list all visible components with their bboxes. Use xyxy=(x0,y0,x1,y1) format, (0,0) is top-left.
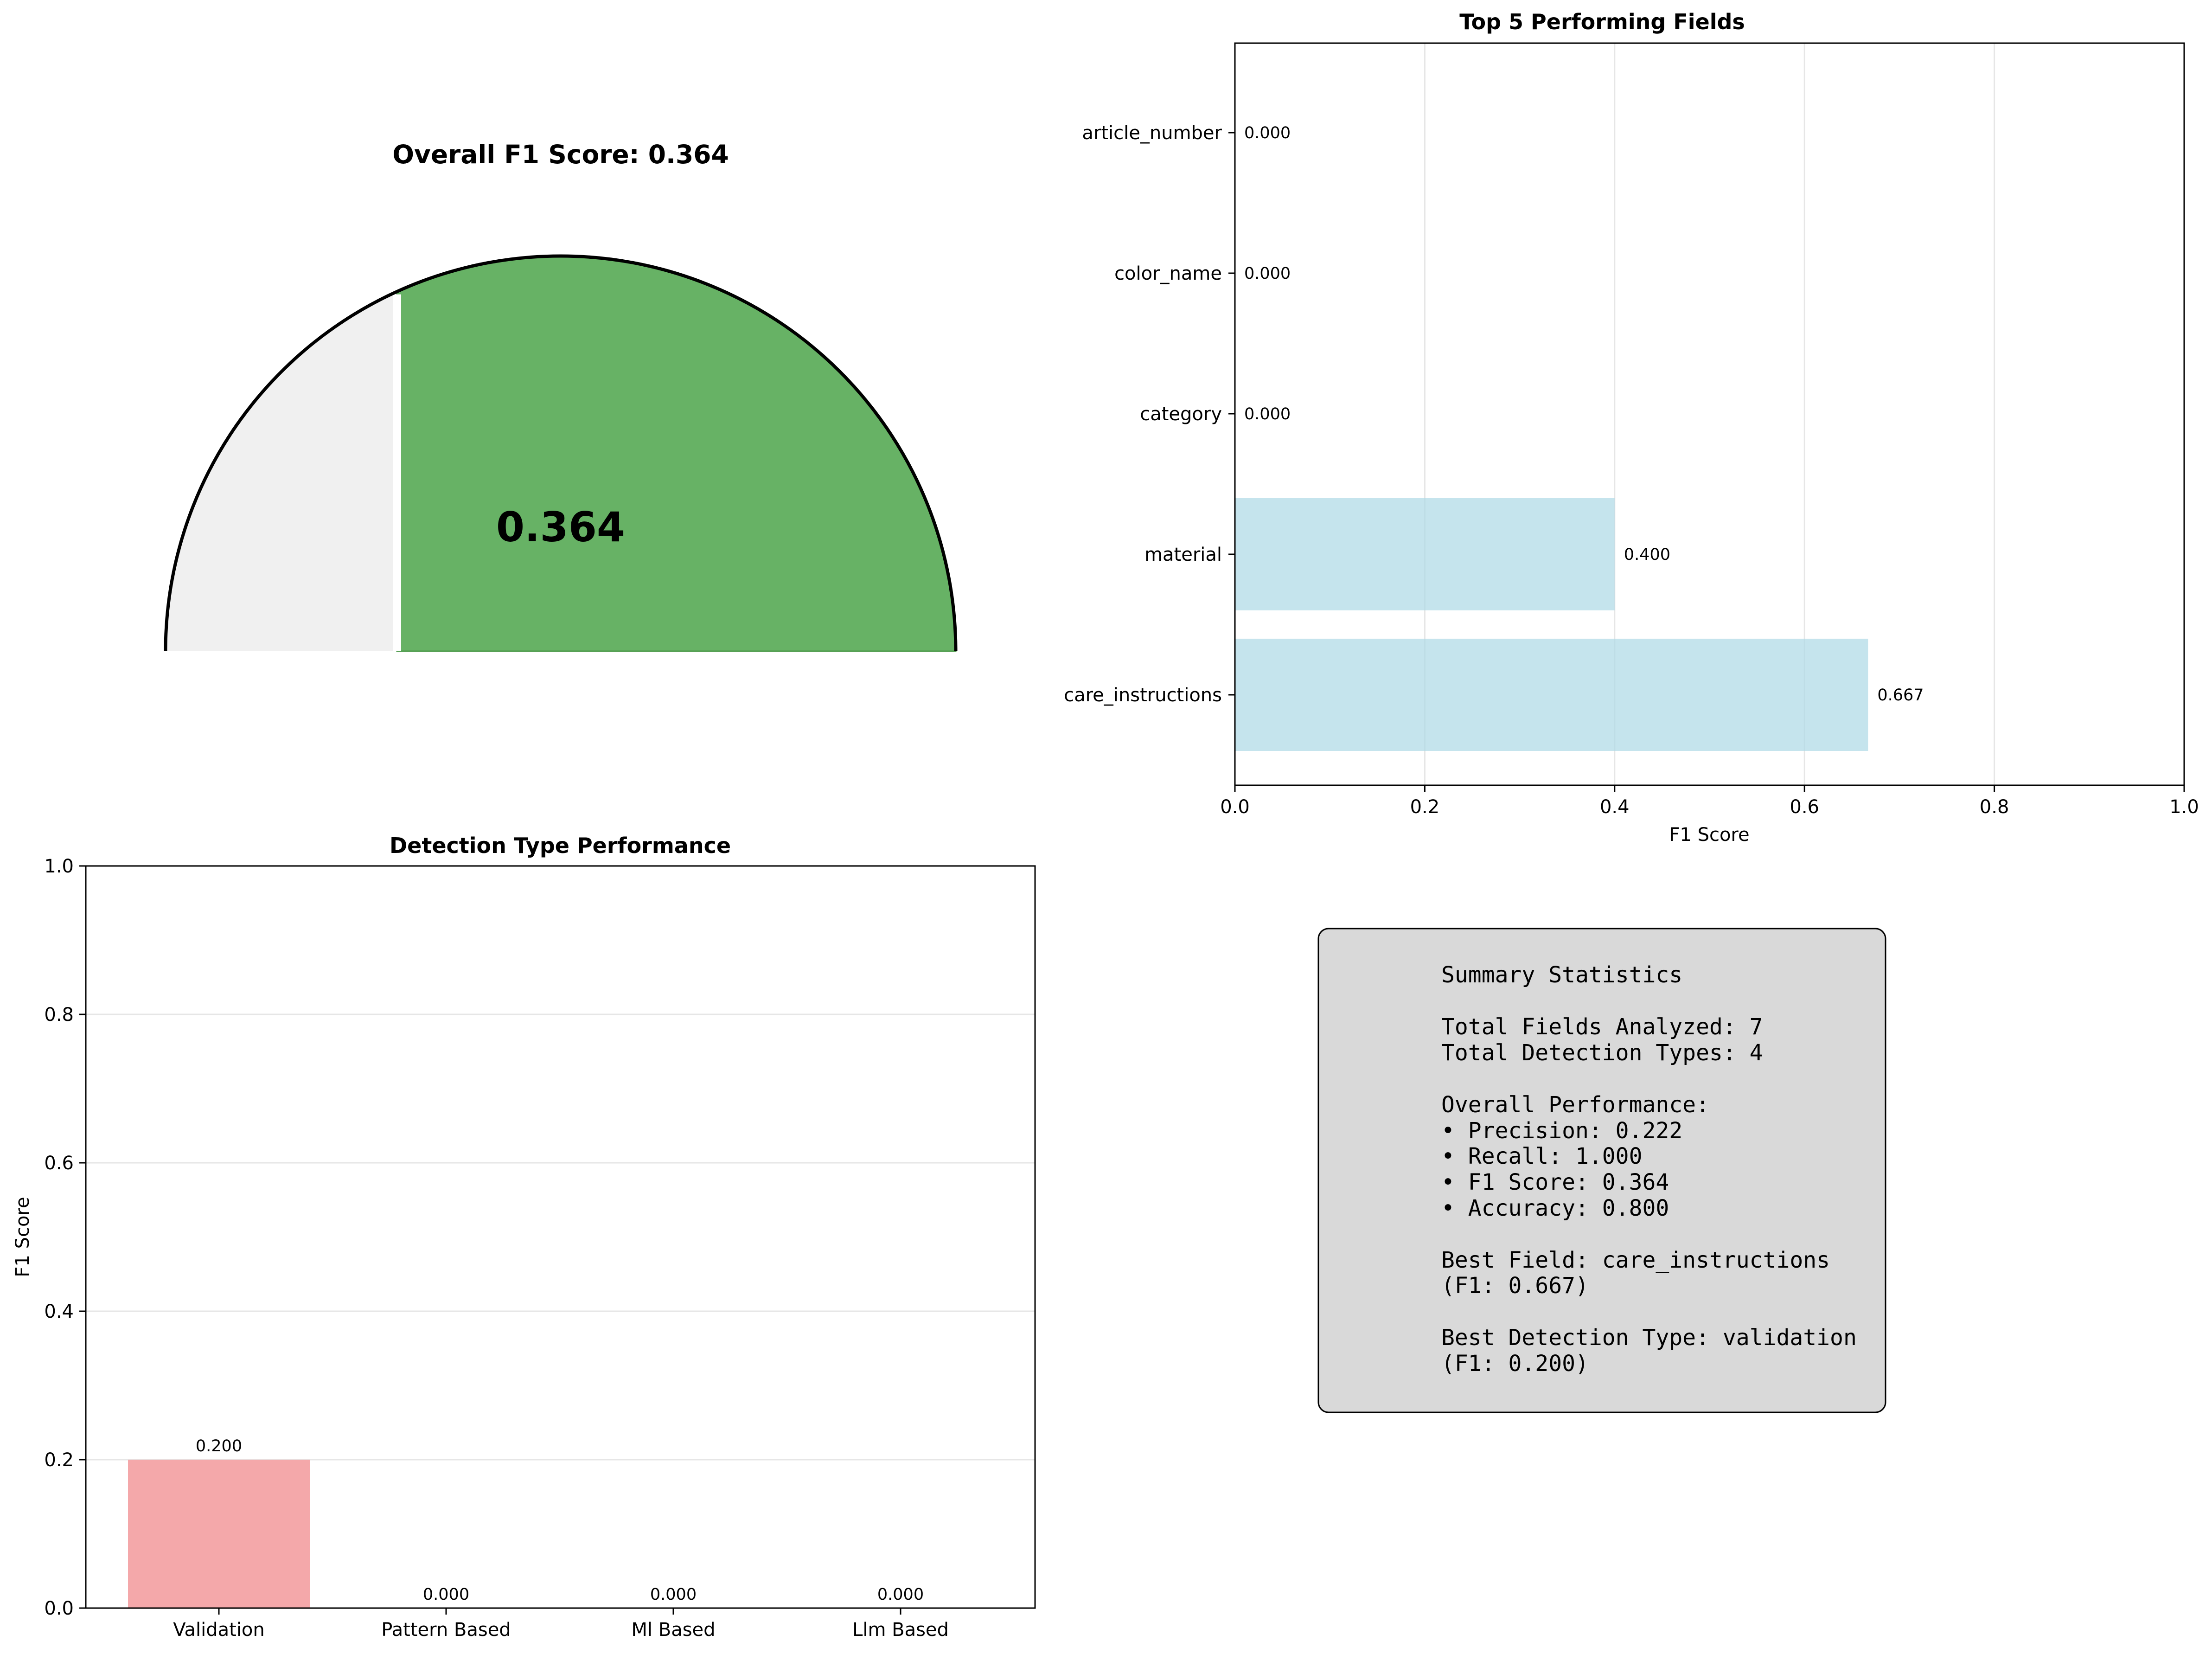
detection-bar-value-label: 0.000 xyxy=(423,1585,469,1604)
fields-y-tick-label: color_name xyxy=(1114,263,1222,284)
detection-x-tick-label: Validation xyxy=(173,1619,265,1641)
fields-bar xyxy=(1235,639,1868,751)
detection-y-tick-label: 0.4 xyxy=(44,1301,74,1322)
gauge-filled-arc xyxy=(396,255,957,652)
fields-y-tick-label: article_number xyxy=(1082,122,1222,144)
gauge-value-label: 0.364 xyxy=(496,503,625,551)
detection-grid xyxy=(86,1013,1035,1461)
summary-best-field-f1: (F1: 0.667) xyxy=(1441,1273,1589,1299)
summary-best-type-f1: (F1: 0.200) xyxy=(1441,1351,1589,1377)
fields-x-tick-label: 0.6 xyxy=(1790,796,1819,818)
detection-bar-value-label: 0.000 xyxy=(877,1585,924,1604)
summary-accuracy: • Accuracy: 0.800 xyxy=(1441,1195,1669,1221)
fields-chart-title: Top 5 Performing Fields xyxy=(1459,9,1745,34)
summary-box xyxy=(1317,928,1886,1413)
fields-y-tick-label: care_instructions xyxy=(1064,685,1222,706)
summary-panel: Summary Statistics Total Fields Analyzed… xyxy=(1317,928,1886,1413)
fields-bar xyxy=(1235,498,1615,610)
fields-x-tick-label: 0.2 xyxy=(1410,796,1440,818)
fields-bars: 0.667 0.400 0.000 0.000 0.000 xyxy=(1235,124,1924,751)
summary-text: Summary Statistics Total Fields Analyzed… xyxy=(1441,962,1870,1377)
summary-best-field: Best Field: care_instructions xyxy=(1441,1247,1830,1273)
fields-x-axis-label: F1 Score xyxy=(1669,824,1749,846)
detection-bar-value-label: 0.000 xyxy=(650,1585,697,1604)
detection-y-tick-label: 0.6 xyxy=(44,1153,74,1174)
gauge-empty-arc xyxy=(166,291,397,651)
fields-bar-value-label: 0.000 xyxy=(1244,405,1291,423)
fields-ticks: 0.0 0.2 0.4 0.6 0.8 1.0 care_instructions mater… xyxy=(1064,122,2199,818)
summary-best-type: Best Detection Type: validation xyxy=(1441,1325,1857,1351)
summary-precision: • Precision: 0.222 xyxy=(1441,1118,1682,1144)
detection-ticks: 0.0 0.2 0.4 0.6 0.8 1.0 Validation Pattern Base… xyxy=(44,856,949,1641)
fields-y-tick-label: material xyxy=(1144,544,1222,565)
summary-title: Summary Statistics xyxy=(1441,962,1682,988)
fields-bar-value-label: 0.000 xyxy=(1244,124,1291,142)
summary-total-fields: Total Fields Analyzed: 7 xyxy=(1441,1014,1763,1040)
detection-y-tick-label: 1.0 xyxy=(44,856,74,877)
detection-plot-frame xyxy=(85,865,1036,1609)
gauge-panel: Overall F1 Score: 0.364 0.364 xyxy=(164,140,958,652)
detection-x-tick-label: Pattern Based xyxy=(381,1619,511,1641)
fields-bar-chart: Top 5 Performing Fields 0.6670.4000.0000… xyxy=(1064,9,2199,846)
detection-x-tick-label: Ml Based xyxy=(631,1619,715,1641)
fields-x-tick-label: 0.4 xyxy=(1600,796,1630,818)
fields-y-tick-label: category xyxy=(1140,404,1222,425)
gauge-outline xyxy=(164,254,958,652)
detection-bar-value-label: 0.200 xyxy=(196,1437,242,1455)
fields-bar-value-label: 0.000 xyxy=(1244,264,1291,283)
fields-x-tick-label: 0.8 xyxy=(1980,796,2009,818)
fields-x-tick-label: 1.0 xyxy=(2169,796,2199,818)
summary-recall: • Recall: 1.000 xyxy=(1441,1143,1642,1169)
fields-bar-value-label: 0.667 xyxy=(1877,686,1924,705)
detection-bar xyxy=(128,1460,310,1608)
detection-x-tick-label: Llm Based xyxy=(852,1619,949,1641)
detection-y-axis-label: F1 Score xyxy=(12,1197,33,1277)
gauge-title: Overall F1 Score: 0.364 xyxy=(392,140,729,169)
detection-y-tick-label: 0.8 xyxy=(44,1004,74,1026)
fields-bar-value-label: 0.400 xyxy=(1624,545,1670,564)
detection-y-tick-label: 0.2 xyxy=(44,1449,74,1471)
summary-total-types: Total Detection Types: 4 xyxy=(1441,1040,1763,1066)
summary-f1: • F1 Score: 0.364 xyxy=(1441,1169,1669,1195)
detection-y-tick-label: 0.0 xyxy=(44,1598,74,1619)
detection-chart-title: Detection Type Performance xyxy=(390,833,731,858)
summary-overall-heading: Overall Performance: xyxy=(1441,1092,1709,1118)
detection-bars: 0.200 0.000 0.000 0.000 xyxy=(128,1437,924,1608)
fields-x-tick-label: 0.0 xyxy=(1220,796,1250,818)
